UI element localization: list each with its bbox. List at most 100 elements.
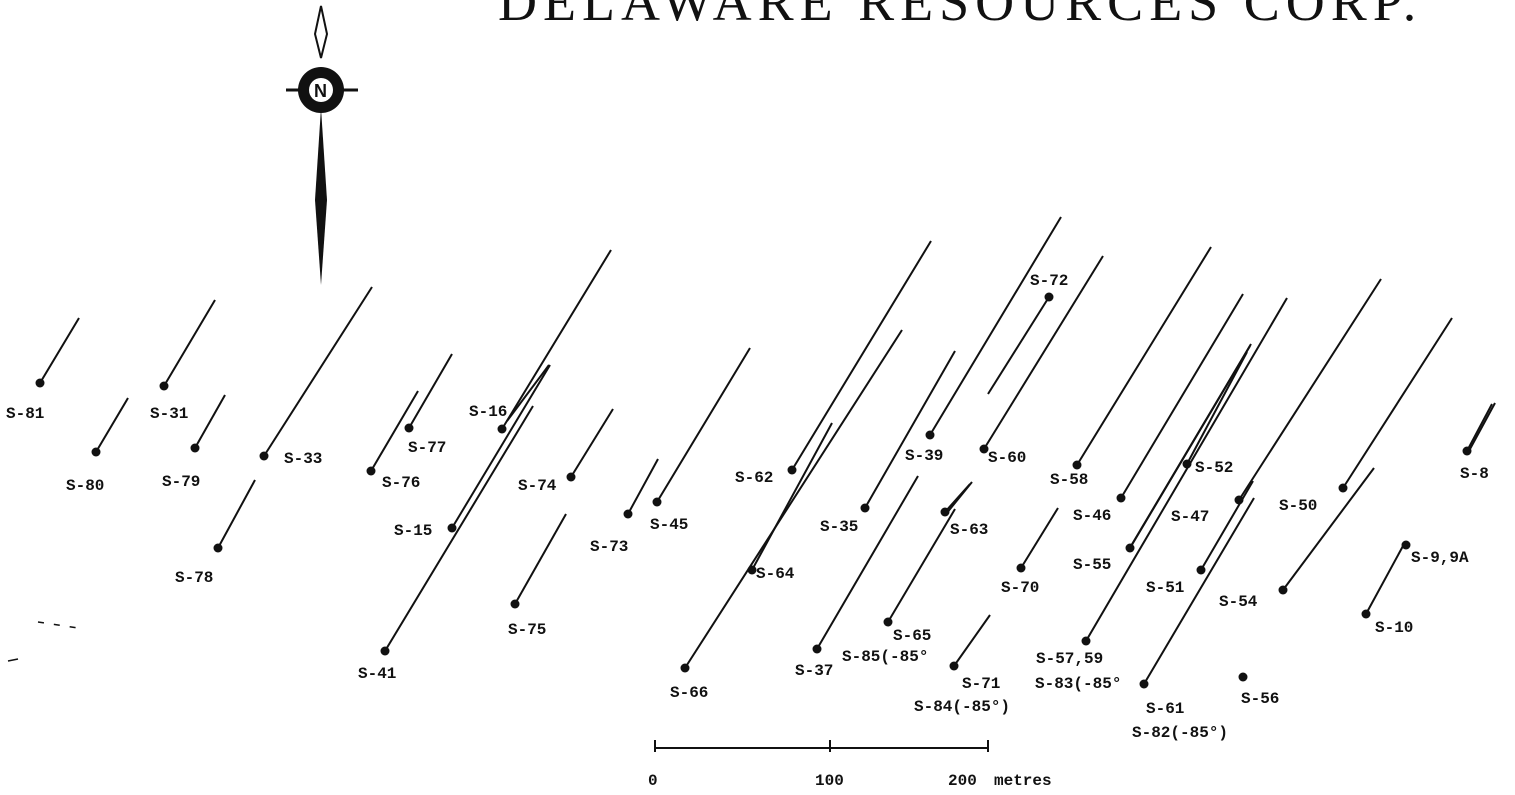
drill-hole-collar [652, 497, 662, 507]
scan-mark [37, 621, 79, 629]
drill-hole-trace [684, 329, 903, 669]
drill-hole-collar [213, 543, 223, 553]
drill-hole-trace [1238, 278, 1382, 501]
drill-hole-label: S-64 [756, 565, 795, 583]
drill-hole-label: S-66 [670, 684, 708, 702]
drill-hole-trace [1143, 497, 1255, 685]
drill-hole-collar [1361, 609, 1371, 619]
drill-hole-collar [860, 503, 870, 513]
drill-hole-trace [945, 481, 973, 515]
drill-hole-label: S-9,9A [1411, 549, 1469, 567]
drill-hole-collar [404, 423, 414, 433]
drill-hole-trace [1076, 246, 1212, 466]
drill-hole-label: S-54 [1219, 593, 1258, 611]
drill-hole-trace [1085, 297, 1288, 642]
drill-hole-label: S-63 [950, 521, 988, 539]
drill-hole-trace [194, 394, 226, 449]
drill-hole-trace [791, 240, 932, 471]
scale-bar-tick-label: 200 [948, 772, 977, 790]
drill-hole-trace [1342, 317, 1453, 489]
map-title: DELAWARE RESOURCES CORP. [498, 0, 1423, 30]
drill-hole-collar [91, 447, 101, 457]
drill-hole-label: S-56 [1241, 690, 1279, 708]
scale-bar-tick-label: 0 [648, 772, 658, 790]
drill-hole-trace [887, 508, 956, 623]
drill-hole-trace [816, 475, 919, 650]
drill-hole-label: S-52 [1195, 459, 1233, 477]
drill-hole-label: S-73 [590, 538, 628, 556]
drill-hole-trace [1120, 293, 1244, 499]
drill-hole-collar [1081, 636, 1091, 646]
drill-hole-trace [370, 390, 419, 472]
drill-hole-trace [1466, 403, 1493, 452]
drill-hole-label: S-78 [175, 569, 213, 587]
drill-hole-collar [1139, 679, 1149, 689]
drill-hole-collar [1238, 672, 1248, 682]
drill-hole-collar [447, 523, 457, 533]
drill-hole-collar [1278, 585, 1288, 595]
drill-hole-collar [1196, 565, 1206, 575]
drill-hole-collar [497, 424, 507, 434]
drill-hole-label: S-60 [988, 449, 1026, 467]
drill-hole-trace [263, 286, 373, 457]
drill-hole-trace [1282, 467, 1375, 591]
drill-hole-collar [159, 381, 169, 391]
scan-mark [7, 658, 19, 662]
drill-hole-label: S-35 [820, 518, 858, 536]
drill-hole-trace [39, 317, 80, 384]
drill-hole-collar [35, 378, 45, 388]
drill-hole-label: S-81 [6, 405, 44, 423]
drill-hole-label: S-58 [1050, 471, 1088, 489]
north-arrow-label: N [314, 81, 327, 101]
drill-hole-label: S-62 [735, 469, 773, 487]
drill-hole-collar [1044, 292, 1054, 302]
drill-hole-trace [384, 405, 534, 652]
drill-hole-label: S-61 [1146, 700, 1184, 718]
drill-hole-label: S-51 [1146, 579, 1184, 597]
drill-hole-trace [1200, 480, 1254, 571]
drill-hole-label: S-31 [150, 405, 188, 423]
drill-hole-trace [656, 347, 751, 503]
drill-hole-trace [570, 408, 614, 478]
drill-hole-trace [1469, 402, 1496, 450]
drill-hole-trace [983, 255, 1104, 450]
drill-hole-trace [1365, 545, 1404, 615]
drill-hole-collar [1072, 460, 1082, 470]
drill-hole-label: S-8 [1460, 465, 1489, 483]
drill-hole-label: S-80 [66, 477, 104, 495]
drill-hole-trace [506, 364, 550, 422]
drill-hole-trace [408, 353, 453, 429]
drill-hole-collar [1182, 459, 1192, 469]
drill-hole-trace [953, 614, 991, 667]
drill-hole-trace [163, 299, 216, 387]
drill-hole-collar [1401, 540, 1411, 550]
drill-hole-collar [812, 644, 822, 654]
drill-hole-label: S-10 [1375, 619, 1413, 637]
drill-hole-label: S-57,59 [1036, 650, 1103, 668]
drill-hole-collar [979, 444, 989, 454]
drill-hole-trace [627, 458, 659, 515]
drill-hole-label: S-74 [518, 477, 557, 495]
drill-hole-collar [1016, 563, 1026, 573]
drill-hole-label: S-75 [508, 621, 546, 639]
drill-hole-collar [510, 599, 520, 609]
drill-hole-trace [451, 364, 551, 529]
drill-hole-collar [623, 509, 633, 519]
drill-hole-collar [1462, 446, 1472, 456]
drill-hole-label: S-77 [408, 439, 446, 457]
drill-hole-label: S-85(-85° [842, 648, 928, 666]
drill-hole-collar [680, 663, 690, 673]
drill-hole-trace [1186, 351, 1248, 465]
drill-hole-collar [883, 617, 893, 627]
north-arrow-ring-inner-icon [309, 78, 333, 102]
drill-hole-label: S-83(-85° [1035, 675, 1121, 693]
drill-hole-trace [95, 397, 129, 453]
drill-hole-label: S-82(-85°) [1132, 724, 1228, 742]
drill-hole-label: S-72 [1030, 272, 1068, 290]
north-arrow-head-icon [313, 5, 329, 59]
drill-hole-label: S-41 [358, 665, 396, 683]
drill-hole-collar [566, 472, 576, 482]
drill-hole-label: S-50 [1279, 497, 1317, 515]
drill-hole-trace [217, 479, 256, 549]
